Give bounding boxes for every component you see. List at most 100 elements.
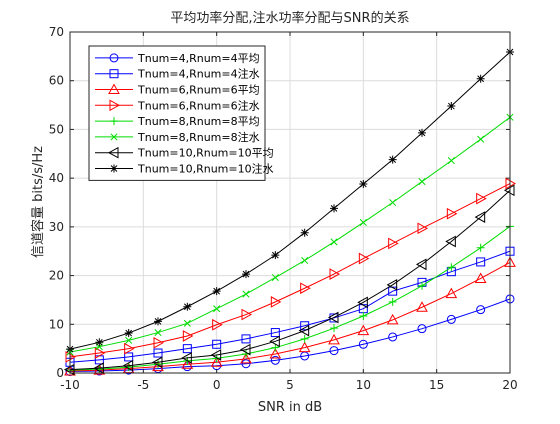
triangle-up-marker [416,301,428,312]
series-line [69,183,511,358]
x-marker [389,198,397,207]
triangle-right-marker [476,192,487,205]
star-marker [95,338,104,347]
triangle-right-marker [241,308,253,321]
legend-label: Tnum=10,Rnum=10注水 [137,162,274,176]
x-marker [330,238,338,246]
legend-item: Tnum=10,Rnum=10注水 [95,162,274,176]
triangle-left-marker [386,278,398,291]
x-marker [271,273,279,282]
star-marker [183,302,192,311]
x-marker [447,157,455,165]
ticks: -10 -5 0 5 10 15 20 0 10 20 30 40 50 60 70 [49,25,518,392]
triangle-left-marker [122,359,134,372]
star-marker [476,74,485,83]
star-marker [212,287,221,296]
triangle-up-marker [474,272,487,283]
triangle-right-marker [270,296,282,308]
triangle-up-marker [298,341,311,353]
y-tick-label: 50 [49,122,64,136]
legend-box [88,45,266,181]
x-axis-label: SNR in dB [258,400,322,415]
series-8 [66,47,514,354]
series-6 [66,113,514,356]
plus-marker [476,243,485,252]
circle-marker [241,359,251,369]
square-marker [476,257,486,267]
square-marker [153,348,163,358]
circle-marker [417,324,427,334]
triangle-right-marker [124,342,135,355]
plus-marker [212,354,221,363]
x-marker [242,290,250,298]
triangle-left-marker [357,296,368,309]
series-3 [64,256,516,376]
circle-marker [270,355,280,365]
plus-marker [271,343,280,352]
triangle-up-marker [445,287,458,299]
triangle-right-marker [300,282,311,295]
triangle-left-marker [269,335,280,348]
x-tick-label: -10 [60,378,80,392]
x-tick-label: 15 [429,378,444,392]
star-marker [124,329,133,338]
x-tick-label: -5 [137,378,149,392]
triangle-left-marker [107,146,119,159]
y-tick-label: 40 [49,171,64,185]
square-marker [182,344,192,354]
x-marker [359,218,367,227]
triangle-left-marker [415,258,427,271]
triangle-up-marker [328,333,340,345]
x-marker [301,256,309,265]
square-marker [270,328,280,338]
plus-marker [330,324,338,333]
legend-label: Tnum=6,Rnum=6注水 [137,98,260,112]
triangle-right-marker [358,252,370,265]
triangle-right-marker [329,268,341,280]
chart-title: 平均功率分配,注水功率分配与SNR的关系 [170,10,409,26]
legend-label: Tnum=8,Rnum=8平均 [137,115,260,128]
triangle-left-marker [151,356,163,369]
legend-item: Tnum=6,Rnum=6注水 [95,98,260,112]
y-tick-label: 60 [49,74,64,88]
y-tick-label: 0 [56,366,64,380]
triangle-left-marker [239,343,251,356]
series-line [69,225,511,371]
series-4 [65,177,517,363]
x-marker [110,133,118,141]
x-marker [477,135,485,143]
triangle-right-marker [182,330,194,342]
plus-marker [154,360,162,369]
square-marker [109,69,119,79]
legend-item: Tnum=10,Rnum=10平均 [95,147,274,160]
legend-item: Tnum=8,Rnum=8平均 [95,115,260,128]
triangle-up-marker [108,83,120,94]
square-marker [212,339,222,349]
circle-marker [476,305,486,315]
series-line [69,116,511,353]
x-tick-label: 5 [286,378,294,392]
star-marker [359,179,368,188]
x-tick-label: 10 [356,378,371,392]
plus-marker [110,117,118,126]
triangle-right-marker [212,318,223,331]
triangle-left-marker [93,362,104,374]
legend-label: Tnum=8,Rnum=8注水 [137,130,260,144]
star-marker [242,270,250,279]
triangle-up-marker [240,352,252,364]
plus-marker [359,312,368,321]
circle-marker [388,332,398,342]
triangle-right-marker [94,347,106,359]
series-line [69,51,511,350]
plus-marker [418,281,426,290]
triangle-right-marker [417,222,429,235]
series-7 [63,184,515,376]
star-marker [154,317,162,326]
legend-item: Tnum=4,Rnum=4平均 [95,52,260,65]
star-marker [300,228,309,237]
triangle-up-marker [181,358,194,369]
triangle-left-marker [181,352,192,364]
x-marker [418,177,426,186]
legend-label: Tnum=4,Rnum=4平均 [137,52,260,65]
